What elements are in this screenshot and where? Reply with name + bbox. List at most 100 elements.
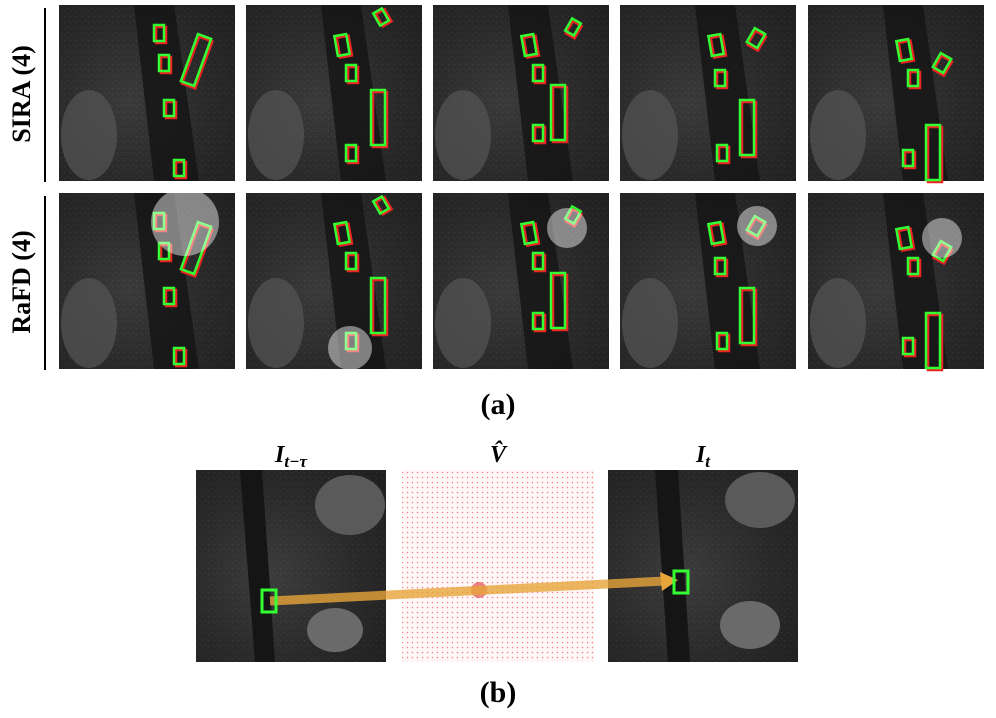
caption: (a) — [481, 388, 516, 421]
tree — [435, 90, 491, 180]
label-sub: t — [705, 452, 711, 471]
label-base: V̂ — [490, 441, 508, 468]
label-base: I — [274, 442, 286, 468]
box-pred — [745, 214, 767, 238]
box-gt — [709, 222, 728, 247]
box-pred — [172, 346, 186, 366]
box-gt — [533, 65, 547, 85]
arrow-head — [660, 572, 678, 591]
box-gt — [740, 288, 758, 347]
box-pred — [369, 88, 387, 147]
road — [134, 193, 199, 369]
box-gt — [715, 258, 729, 278]
box-gt — [551, 85, 569, 144]
box-pred — [715, 143, 729, 163]
box-pred — [901, 336, 915, 356]
tree — [725, 472, 795, 528]
highlight — [547, 208, 587, 248]
box-pred — [549, 271, 567, 330]
tree — [622, 278, 678, 368]
box-gt — [159, 55, 173, 75]
box-gt — [745, 29, 768, 53]
tree — [435, 278, 491, 368]
box-gt — [346, 145, 360, 165]
box-gt — [371, 90, 389, 149]
box-pred — [531, 123, 545, 143]
box — [260, 588, 278, 614]
arrow — [269, 576, 666, 606]
tree — [622, 90, 678, 180]
box-pred — [706, 32, 726, 58]
box-pred — [371, 6, 391, 28]
box-gt — [903, 150, 917, 170]
box-pred — [531, 311, 545, 331]
box-pred — [738, 98, 756, 157]
box-gt — [931, 242, 954, 266]
box — [672, 569, 690, 595]
box-pred — [179, 220, 213, 276]
box-gt — [717, 145, 731, 165]
box-pred — [715, 331, 729, 351]
highlight — [737, 206, 777, 246]
box-gt — [740, 100, 758, 159]
box-pred — [906, 256, 920, 276]
box-pred — [563, 204, 583, 226]
box-pred — [344, 63, 358, 83]
box-gt — [745, 217, 768, 241]
box-pred — [152, 211, 166, 231]
tree — [720, 601, 780, 649]
panel-b: It−τ V̂ It — [196, 441, 798, 662]
box-pred — [157, 53, 171, 73]
box-pred — [894, 37, 914, 63]
box-gt — [346, 65, 360, 85]
box-pred — [531, 63, 545, 83]
box-pred — [332, 32, 352, 58]
box-gt — [164, 288, 178, 308]
box-gt — [346, 253, 360, 273]
tree — [810, 278, 866, 368]
box-gt — [533, 125, 547, 145]
box-pred — [172, 158, 186, 178]
box-pred — [157, 241, 171, 261]
box-gt — [903, 338, 917, 358]
box-gt — [908, 70, 922, 90]
row-label: SIRA (4) — [7, 45, 36, 143]
highlight — [922, 218, 962, 258]
box-pred — [924, 123, 942, 182]
box-pred — [162, 286, 176, 306]
label-base: I — [695, 442, 707, 468]
box-gt — [926, 313, 944, 372]
box-pred — [713, 68, 727, 88]
box-pred — [332, 220, 352, 246]
box-pred — [344, 143, 358, 163]
box-gt — [522, 222, 541, 247]
tree — [61, 278, 117, 368]
tree — [307, 608, 363, 652]
box-gt — [346, 333, 360, 353]
box-pred — [344, 331, 358, 351]
highlight — [328, 326, 372, 370]
box-gt — [717, 333, 731, 353]
box-pred — [549, 83, 567, 142]
box-gt — [335, 34, 354, 59]
box-gt — [174, 348, 188, 368]
tree — [248, 278, 304, 368]
box-gt — [180, 35, 214, 91]
box-pred — [179, 32, 213, 88]
tree — [810, 90, 866, 180]
box-gt — [154, 213, 168, 233]
box-gt — [897, 39, 916, 64]
box-pred — [369, 276, 387, 335]
caption: (b) — [480, 676, 517, 709]
box-pred — [152, 23, 166, 43]
road — [655, 470, 690, 662]
box-gt — [174, 160, 188, 180]
box-pred — [563, 16, 583, 38]
box-gt — [522, 34, 541, 59]
box-gt — [374, 7, 394, 29]
box-pred — [519, 32, 539, 58]
box-pred — [906, 68, 920, 88]
box-gt — [897, 227, 916, 252]
